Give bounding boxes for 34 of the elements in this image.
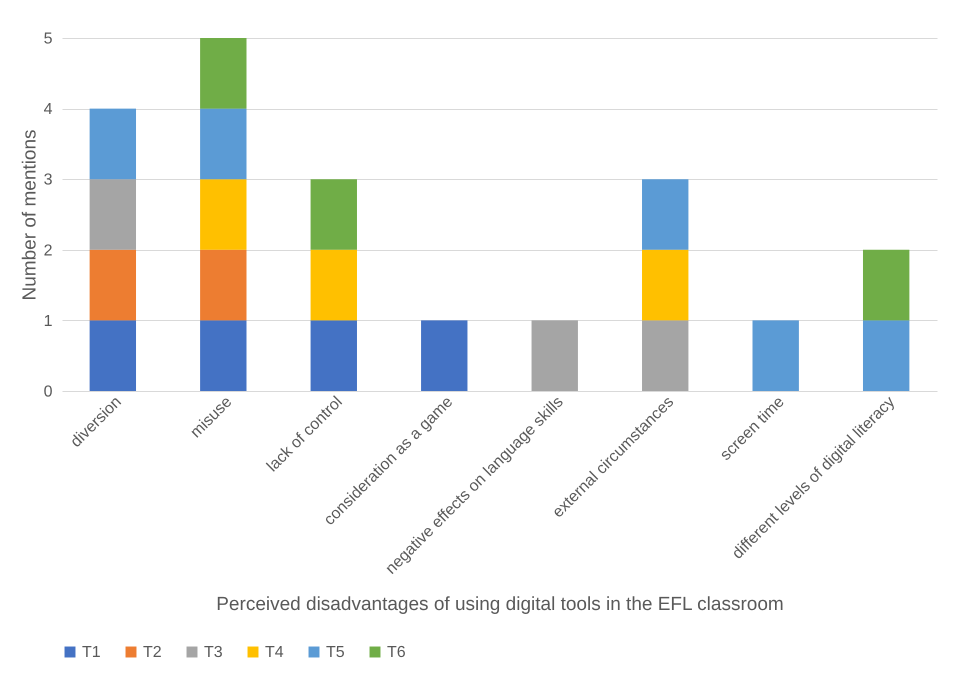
bar	[90, 179, 136, 250]
bar	[862, 320, 910, 391]
bar	[310, 179, 357, 250]
y-tick-label: 4	[44, 101, 53, 118]
bar	[200, 38, 246, 109]
bar	[532, 320, 578, 391]
bar	[862, 250, 910, 320]
legend-label: T5	[326, 644, 345, 661]
y-tick-label: 2	[44, 242, 53, 260]
y-tick-label: 3	[44, 172, 53, 189]
bar	[200, 179, 246, 250]
x-axis-title: Perceived disadvantages of using digital tools in the EFL classroom	[216, 594, 784, 615]
bar	[642, 320, 688, 391]
bar	[421, 320, 468, 391]
bar	[310, 320, 357, 391]
bar	[200, 320, 246, 391]
y-tick-label: 0	[44, 384, 53, 400]
bar	[752, 320, 799, 391]
bar	[642, 179, 688, 250]
bar	[200, 108, 246, 180]
bar	[642, 250, 688, 320]
legend-label: T3	[204, 644, 223, 661]
bar	[310, 250, 357, 320]
legend-label: T4	[265, 644, 284, 661]
y-tick-label: 5	[44, 30, 53, 48]
bar	[90, 250, 136, 320]
bar	[90, 108, 136, 180]
bar	[90, 320, 136, 391]
legend-label: T1	[82, 644, 101, 661]
y-tick-label: 1	[44, 312, 53, 330]
legend-label: T6	[387, 644, 406, 661]
bar	[200, 250, 246, 320]
y-axis-title: Number of mentions	[20, 129, 41, 301]
legend-label: T2	[143, 644, 162, 661]
